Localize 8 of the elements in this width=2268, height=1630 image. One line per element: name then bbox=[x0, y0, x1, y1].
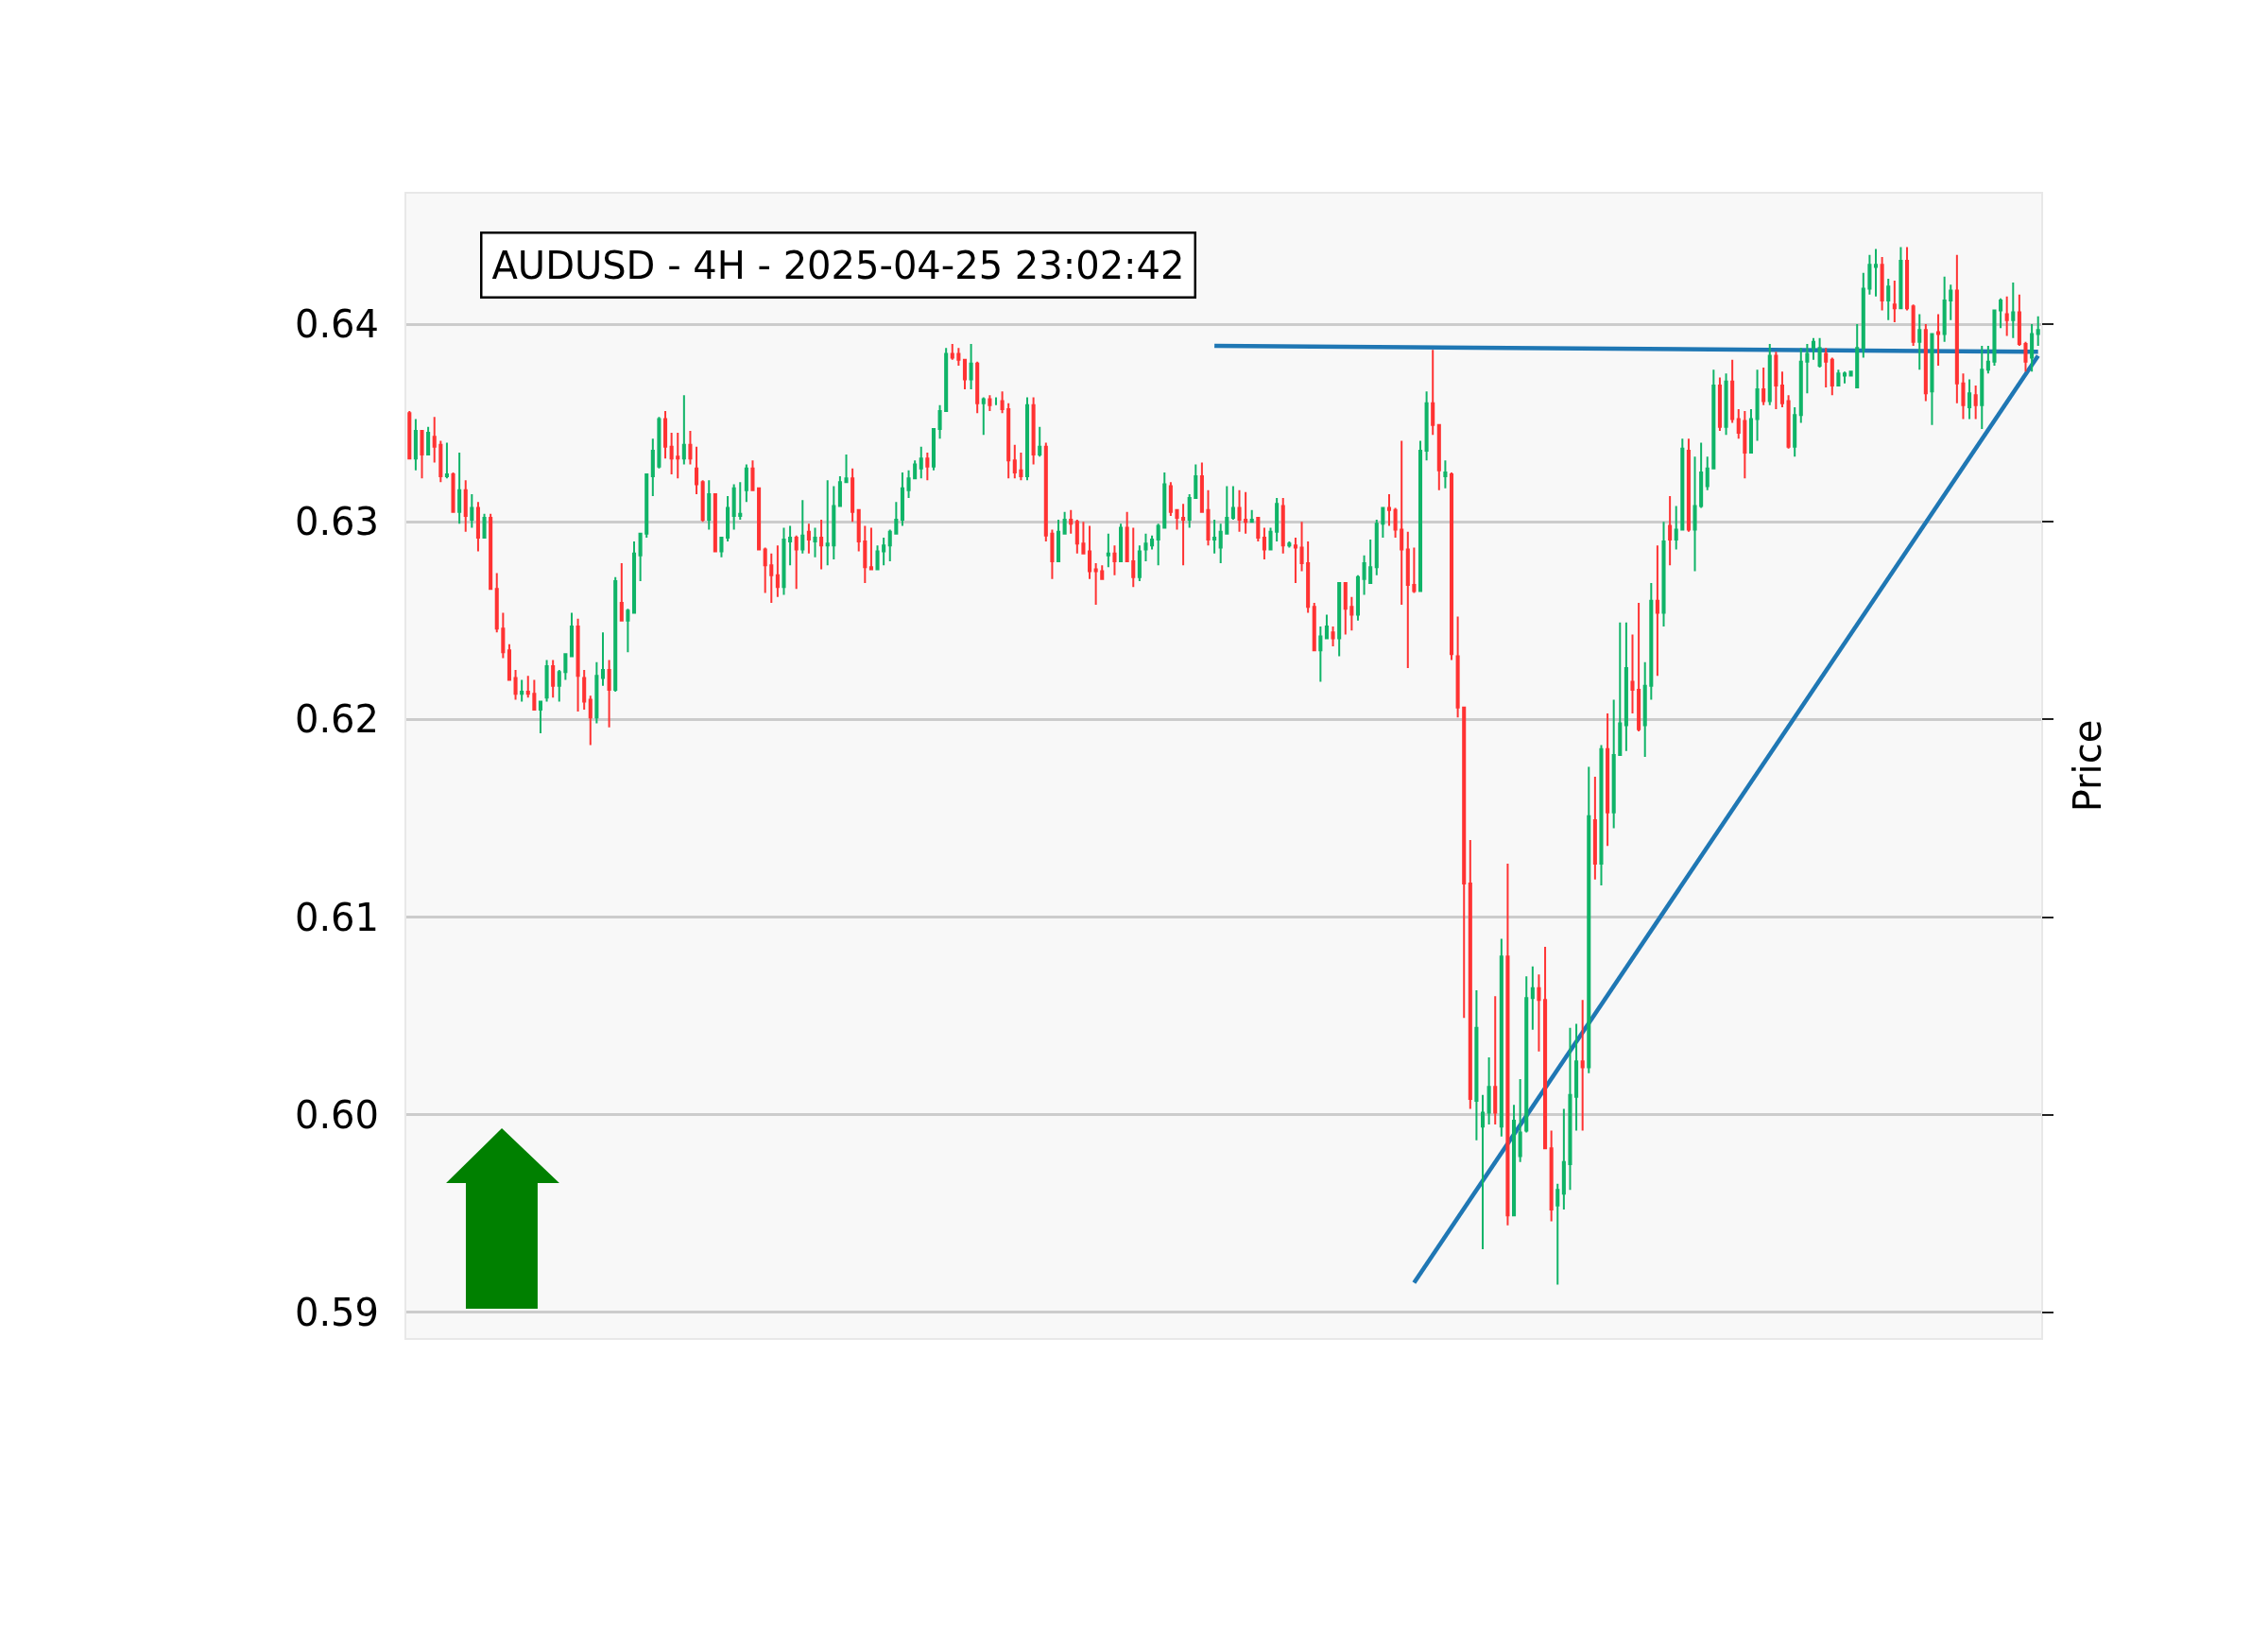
y-tick-label: 0.59 bbox=[294, 1290, 379, 1334]
y-tick-label: 0.60 bbox=[294, 1092, 379, 1137]
y-tick-label: 0.63 bbox=[294, 500, 379, 544]
y-tick-label: 0.61 bbox=[294, 895, 379, 939]
y-tick-label: 0.64 bbox=[294, 302, 379, 347]
y-axis-title: Price bbox=[2065, 719, 2109, 813]
text: AUDUSD - 4H - 2025-04-25 23:02:42 bbox=[491, 243, 1185, 287]
y-tick-label: 0.62 bbox=[294, 697, 379, 742]
